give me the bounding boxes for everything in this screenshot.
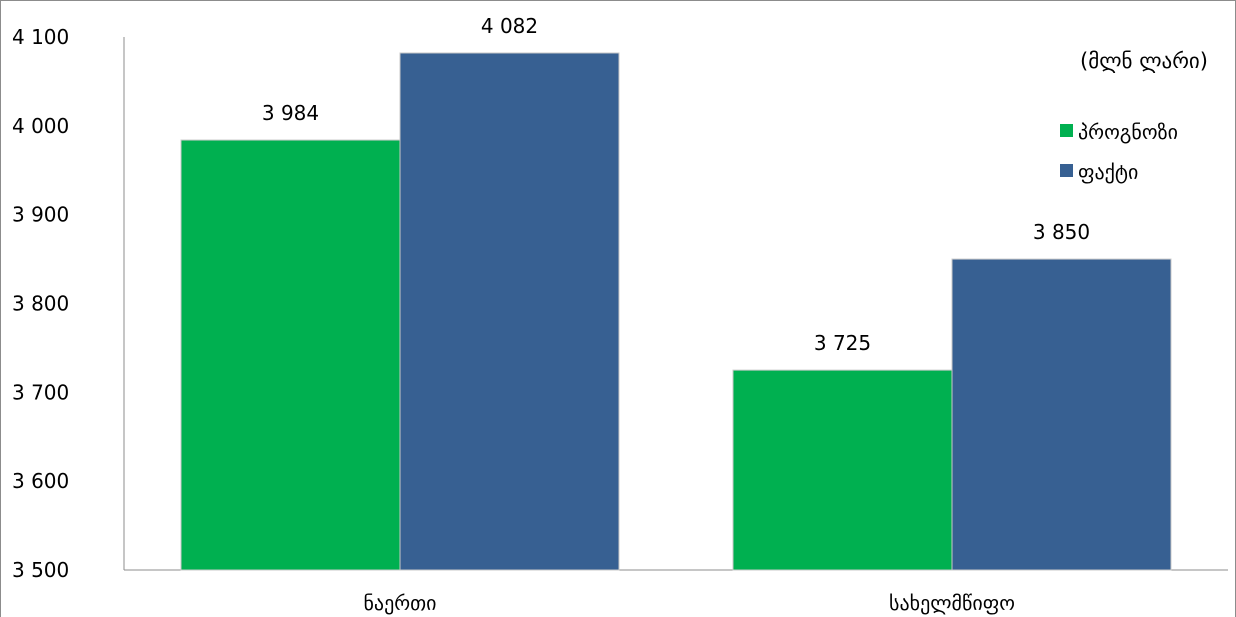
data-label: 3 725 xyxy=(814,331,871,355)
y-tick-label: 3 600 xyxy=(12,469,69,493)
data-labels: 3 984 4 082 3 725 3 850 xyxy=(262,14,1090,355)
legend-swatch-actual xyxy=(1060,164,1073,177)
legend: პროგნოზი ფაქტი xyxy=(1060,120,1178,184)
category-label: სახელმწიფო xyxy=(889,591,1015,615)
legend-label-actual: ფაქტი xyxy=(1078,160,1138,184)
y-tick-label: 3 900 xyxy=(12,203,69,227)
y-tick-labels: 3 500 3 600 3 700 3 800 3 900 4 000 4 100 xyxy=(12,25,69,582)
bar-actual-1 xyxy=(951,258,1172,571)
y-tick-label: 3 800 xyxy=(12,292,69,316)
legend-label-forecast: პროგნოზი xyxy=(1078,120,1178,144)
data-label: 3 984 xyxy=(262,101,319,125)
category-label: ნაერთი xyxy=(363,591,436,615)
data-label: 4 082 xyxy=(481,14,538,38)
bars xyxy=(180,52,1172,571)
legend-swatch-forecast xyxy=(1060,124,1073,137)
category-labels: ნაერთი სახელმწიფო xyxy=(363,591,1014,615)
data-label: 3 850 xyxy=(1033,220,1090,244)
y-tick-label: 4 000 xyxy=(12,114,69,138)
y-tick-label: 3 700 xyxy=(12,380,69,404)
y-tick-label: 4 100 xyxy=(12,25,69,49)
bar-forecast-0 xyxy=(180,139,401,571)
bar-forecast-1 xyxy=(732,369,953,571)
unit-label: (მლნ ლარი) xyxy=(1080,49,1208,73)
y-tick-label: 3 500 xyxy=(12,558,69,582)
bar-actual-0 xyxy=(399,52,620,571)
